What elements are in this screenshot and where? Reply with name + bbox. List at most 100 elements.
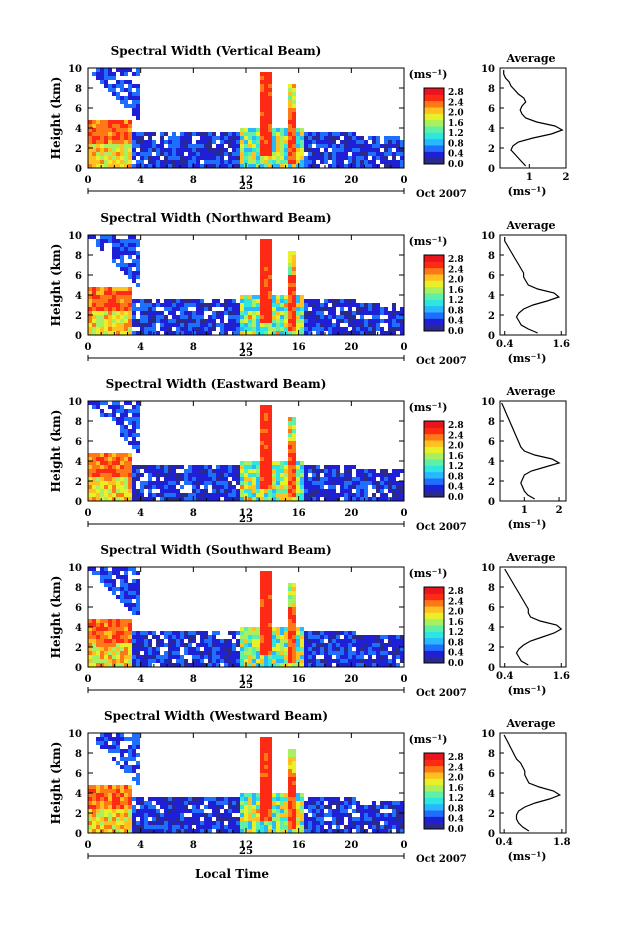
heatmap-cell	[332, 635, 336, 639]
heatmap-cell	[248, 160, 252, 164]
heatmap-cell	[124, 465, 128, 469]
heatmap-cell	[116, 497, 120, 501]
heatmap-cell	[244, 825, 248, 829]
heatmap-cell	[308, 311, 312, 315]
heatmap-cell	[352, 156, 356, 160]
heatmap-cell	[240, 639, 244, 643]
colorbar-swatch	[424, 778, 444, 786]
heatmap-cell	[348, 647, 352, 651]
heatmap-cell	[252, 631, 256, 635]
heatmap-cell	[360, 655, 364, 659]
colorbar-unit: (ms⁻¹)	[409, 235, 448, 248]
heatmap-cell	[260, 769, 264, 773]
heatmap-cell	[328, 631, 332, 635]
heatmap-cell	[264, 753, 268, 757]
heatmap-cell	[160, 136, 164, 140]
heatmap-cell	[132, 307, 136, 311]
heatmap-cell	[108, 493, 112, 497]
heatmap-cell	[236, 319, 240, 323]
heatmap-cell	[128, 124, 132, 128]
heatmap-cell	[332, 140, 336, 144]
heatmap-cell	[352, 659, 356, 663]
heatmap-cell	[312, 659, 316, 663]
heatmap-cell	[364, 805, 368, 809]
heatmap-cell	[264, 429, 268, 433]
heatmap-cell	[120, 489, 124, 493]
heatmap-cell	[104, 319, 108, 323]
heatmap-cell	[392, 805, 396, 809]
heatmap-cell	[388, 311, 392, 315]
heatmap-cell	[200, 477, 204, 481]
heatmap-cell	[268, 575, 272, 579]
heatmap-cell	[92, 140, 96, 144]
date-label: Oct 2007	[416, 189, 467, 200]
heatmap-cell	[100, 140, 104, 144]
heatmap-cell	[108, 485, 112, 489]
heatmap-cell	[192, 497, 196, 501]
heatmap-cell	[128, 144, 132, 148]
heatmap-cell	[364, 303, 368, 307]
heatmap-cell	[264, 611, 268, 615]
heatmap-cell	[184, 801, 188, 805]
heatmap-cell	[304, 303, 308, 307]
heatmap-cell	[124, 80, 128, 84]
heatmap-cell	[280, 497, 284, 501]
heatmap-cell	[340, 132, 344, 136]
heatmap-cell	[300, 303, 304, 307]
heatmap-cell	[196, 825, 200, 829]
heatmap-cell	[152, 797, 156, 801]
heatmap-cell	[288, 303, 292, 307]
heatmap-cell	[128, 473, 132, 477]
x-tick-label: 0	[85, 674, 92, 685]
heatmap-cell	[92, 457, 96, 461]
heatmap-cell	[180, 303, 184, 307]
heatmap-cell	[264, 413, 268, 417]
heatmap-cell	[116, 132, 120, 136]
heatmap-cell	[348, 473, 352, 477]
heatmap-cell	[208, 473, 212, 477]
heatmap-cell	[228, 651, 232, 655]
heatmap-cell	[392, 140, 396, 144]
heatmap-cell	[132, 92, 136, 96]
heatmap-cell	[260, 765, 264, 769]
heatmap-cell	[264, 639, 268, 643]
heatmap-cell	[144, 801, 148, 805]
heatmap-cell	[296, 299, 300, 303]
heatmap-cell	[196, 144, 200, 148]
heatmap-cell	[300, 132, 304, 136]
heatmap-cell	[104, 469, 108, 473]
heatmap-cell	[116, 623, 120, 627]
x-tick-label: 12	[239, 508, 253, 519]
heatmap-cell	[380, 643, 384, 647]
heatmap-cell	[264, 473, 268, 477]
heatmap-cell	[256, 825, 260, 829]
heatmap-cell	[92, 797, 96, 801]
heatmap-cell	[344, 481, 348, 485]
heatmap-cell	[108, 571, 112, 575]
heatmap-cell	[248, 136, 252, 140]
heatmap-cell	[164, 655, 168, 659]
heatmap-cell	[364, 323, 368, 327]
heatmap-cell	[312, 473, 316, 477]
heatmap-cell	[112, 132, 116, 136]
heatmap-cell	[380, 651, 384, 655]
heatmap-cell	[288, 789, 292, 793]
heatmap-cell	[168, 331, 172, 335]
colorbar-swatch	[424, 299, 444, 307]
heatmap-cell	[280, 485, 284, 489]
heatmap-cell	[260, 781, 264, 785]
heatmap-cell	[284, 461, 288, 465]
heatmap-cell	[236, 801, 240, 805]
heatmap-cell	[132, 753, 136, 757]
heatmap-cell	[196, 829, 200, 833]
heatmap-cell	[392, 485, 396, 489]
heatmap-cell	[264, 745, 268, 749]
colorbar-swatch	[424, 151, 444, 159]
heatmap-cell	[224, 797, 228, 801]
colorbar-tick-label: 0.8	[448, 472, 464, 482]
heatmap-cell	[144, 663, 148, 667]
heatmap-cell	[236, 481, 240, 485]
heatmap-cell	[268, 781, 272, 785]
heatmap-cell	[268, 635, 272, 639]
heatmap-cell	[348, 319, 352, 323]
